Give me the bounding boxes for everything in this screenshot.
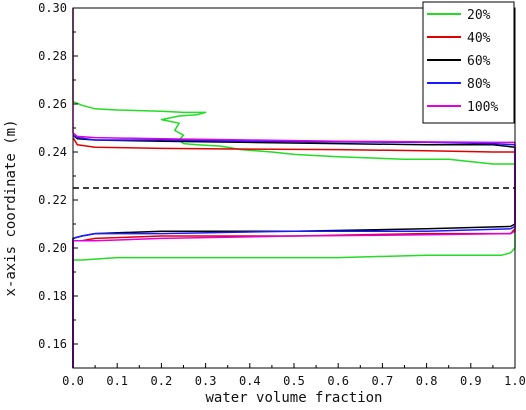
series-line-3	[72, 134, 516, 368]
legend: 20% 40% 60% 80% 100%	[422, 1, 515, 124]
x-tick-label: 0.1	[106, 374, 128, 388]
y-tick-label: 0.26	[38, 97, 67, 111]
y-tick-label: 0.22	[38, 193, 67, 207]
y-axis-ticks: 0.16 0.18 0.20 0.22 0.24 0.26 0.28 0.30	[38, 1, 78, 369]
x-tick-label: 0.8	[416, 374, 438, 388]
x-tick-label: 0.5	[283, 374, 305, 388]
y-tick-label: 0.16	[38, 337, 67, 351]
y-axis-title: x-axis coordinate (m)	[3, 119, 19, 296]
x-axis-ticks: 0.0 0.1 0.2 0.3 0.4 0.5 0.6 0.7 0.8 0.9 1.0	[62, 363, 526, 388]
x-tick-label: 1.0	[504, 374, 526, 388]
series-line-4	[72, 8, 516, 368]
x-tick-label: 0.9	[460, 374, 482, 388]
x-tick-label: 0.0	[62, 374, 84, 388]
legend-box	[422, 1, 515, 124]
y-tick-label: 0.28	[38, 49, 67, 63]
series-line-2	[72, 134, 516, 368]
y-tick-label: 0.30	[38, 1, 67, 15]
y-tick-label: 0.24	[38, 145, 67, 159]
x-tick-label: 0.3	[195, 374, 217, 388]
legend-label: 100%	[467, 100, 498, 115]
x-tick-label: 0.2	[151, 374, 173, 388]
x-axis-title: water volume fraction	[205, 390, 382, 406]
legend-label: 80%	[467, 77, 491, 92]
y-tick-label: 0.20	[38, 241, 67, 255]
x-tick-label: 0.7	[372, 374, 394, 388]
series-line-1	[72, 137, 516, 368]
y-tick-label: 0.18	[38, 289, 67, 303]
legend-label: 20%	[467, 8, 491, 23]
legend-label: 60%	[467, 54, 491, 69]
x-tick-label: 0.6	[327, 374, 349, 388]
x-tick-label: 0.4	[239, 374, 261, 388]
legend-label: 40%	[467, 31, 491, 46]
series-line-0	[72, 8, 516, 368]
